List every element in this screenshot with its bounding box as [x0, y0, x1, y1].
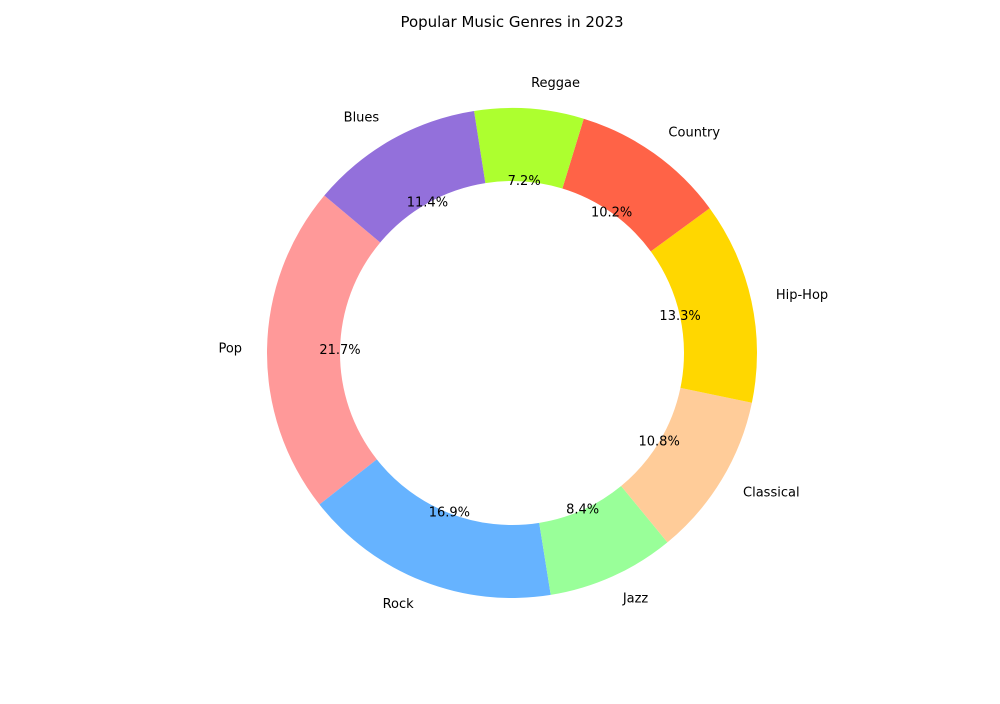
category-label-hip-hop: Hip-Hop	[776, 288, 828, 303]
category-label-reggae: Reggae	[531, 76, 580, 91]
chart-title: Popular Music Genres in 2023	[400, 13, 623, 31]
percent-label-pop: 21.7%	[319, 343, 360, 358]
slice-pop	[267, 195, 381, 505]
slice-classical	[621, 387, 752, 543]
percent-labels-group: 21.7% 16.9% 8.4% 10.8% 13.3% 10.2% 7.2% 11.4%	[319, 174, 700, 521]
slice-rock	[319, 459, 551, 598]
category-label-country: Country	[668, 125, 720, 140]
category-label-blues: Blues	[344, 110, 380, 125]
percent-label-hip-hop: 13.3%	[659, 309, 700, 324]
category-label-classical: Classical	[743, 485, 800, 500]
percent-label-country: 10.2%	[591, 205, 632, 220]
slice-reggae	[474, 107, 584, 189]
percent-label-rock: 16.9%	[429, 506, 470, 521]
category-labels-group: Pop Rock Jazz Classical Hip-Hop Country Reggae…	[218, 76, 828, 612]
category-label-rock: Rock	[383, 597, 415, 612]
slices-group	[267, 107, 757, 598]
percent-label-blues: 11.4%	[407, 196, 448, 211]
slice-jazz	[539, 485, 668, 595]
slice-blues	[324, 110, 486, 243]
category-label-jazz: Jazz	[622, 592, 649, 607]
category-label-pop: Pop	[218, 341, 242, 356]
slice-hip-hop	[650, 208, 757, 403]
percent-label-classical: 10.8%	[639, 435, 680, 450]
percent-label-jazz: 8.4%	[566, 502, 599, 517]
percent-label-reggae: 7.2%	[508, 174, 541, 189]
slice-country	[562, 118, 710, 252]
